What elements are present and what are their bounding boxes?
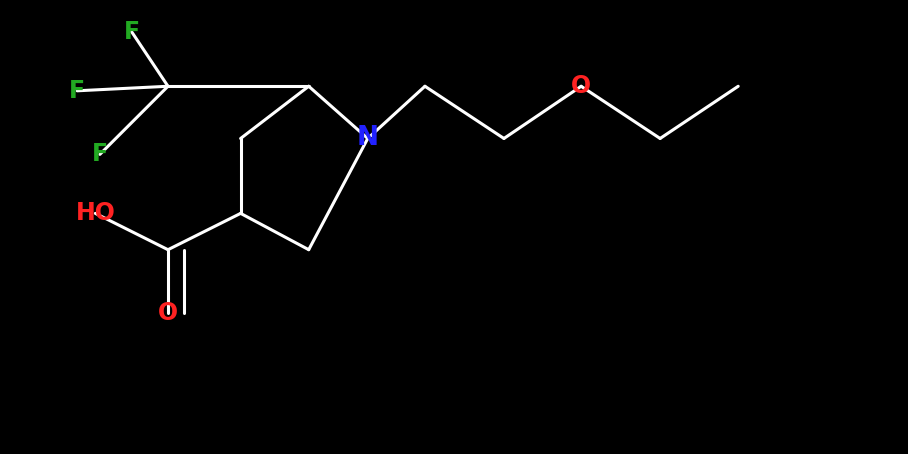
Text: F: F	[123, 20, 140, 44]
Text: O: O	[158, 301, 178, 325]
Text: O: O	[571, 74, 591, 98]
Text: F: F	[69, 79, 85, 103]
Text: HO: HO	[75, 202, 115, 225]
Text: F: F	[92, 143, 108, 166]
Text: N: N	[357, 125, 379, 152]
